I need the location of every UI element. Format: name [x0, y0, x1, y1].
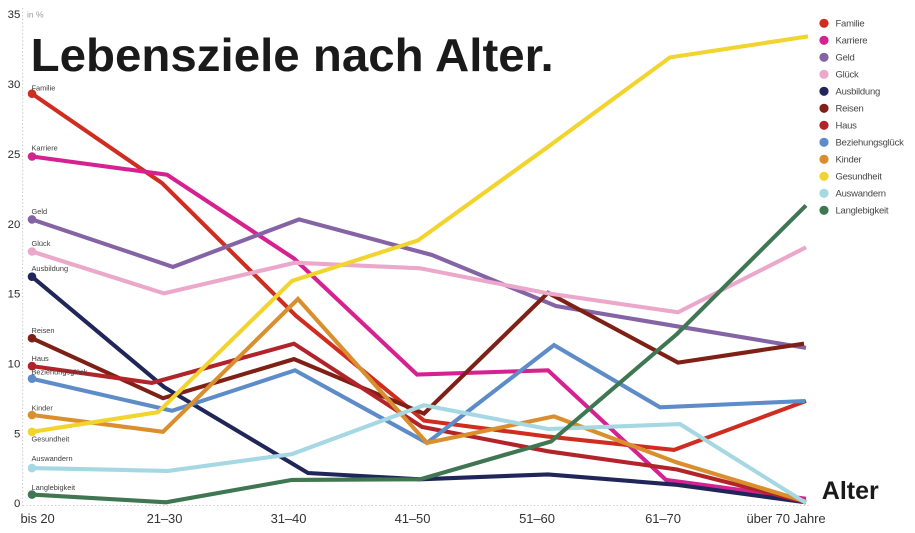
- svg-text:Glück: Glück: [836, 70, 860, 81]
- svg-text:über 70 Jahre: über 70 Jahre: [747, 511, 826, 526]
- svg-text:Ausbildung: Ausbildung: [836, 87, 881, 98]
- svg-text:Familie: Familie: [836, 19, 865, 30]
- svg-text:0: 0: [14, 498, 20, 510]
- svg-text:Ausbildung: Ausbildung: [32, 264, 69, 273]
- svg-text:Glück: Glück: [32, 239, 51, 248]
- svg-text:35: 35: [8, 9, 21, 21]
- svg-text:10: 10: [8, 359, 21, 371]
- svg-text:Auswandern: Auswandern: [836, 189, 886, 200]
- svg-text:61–70: 61–70: [645, 511, 681, 526]
- svg-text:Familie: Familie: [32, 84, 56, 93]
- svg-text:Reisen: Reisen: [32, 326, 55, 335]
- svg-text:Reisen: Reisen: [836, 104, 864, 115]
- svg-text:Alter: Alter: [822, 477, 879, 505]
- svg-text:Gesundheit: Gesundheit: [836, 172, 883, 183]
- svg-text:Auswandern: Auswandern: [32, 454, 73, 463]
- svg-text:Gesundheit: Gesundheit: [32, 435, 70, 444]
- svg-text:Geld: Geld: [836, 53, 855, 64]
- svg-text:21–30: 21–30: [147, 511, 183, 526]
- svg-text:41–50: 41–50: [395, 511, 431, 526]
- svg-text:in %: in %: [27, 10, 44, 20]
- svg-text:Haus: Haus: [32, 354, 50, 363]
- svg-text:Beziehungsglück: Beziehungsglück: [32, 368, 88, 377]
- svg-text:5: 5: [14, 428, 20, 440]
- svg-text:Langlebigkeit: Langlebigkeit: [836, 206, 889, 217]
- svg-text:bis 20: bis 20: [21, 511, 55, 526]
- svg-text:Lebensziele nach Alter.: Lebensziele nach Alter.: [31, 29, 554, 81]
- svg-text:Karriere: Karriere: [836, 36, 868, 47]
- svg-text:Kinder: Kinder: [836, 155, 862, 166]
- svg-text:30: 30: [8, 79, 21, 91]
- svg-text:51–60: 51–60: [519, 511, 555, 526]
- svg-text:Karriere: Karriere: [32, 144, 58, 153]
- svg-text:Beziehungsglück: Beziehungsglück: [836, 138, 905, 149]
- svg-text:Kinder: Kinder: [32, 404, 54, 413]
- svg-text:Geld: Geld: [32, 207, 48, 216]
- svg-text:15: 15: [8, 289, 21, 301]
- svg-text:Langlebigkeit: Langlebigkeit: [32, 483, 76, 492]
- svg-text:31–40: 31–40: [271, 511, 307, 526]
- svg-text:Haus: Haus: [836, 121, 858, 132]
- svg-text:25: 25: [8, 149, 21, 161]
- svg-text:20: 20: [8, 219, 21, 231]
